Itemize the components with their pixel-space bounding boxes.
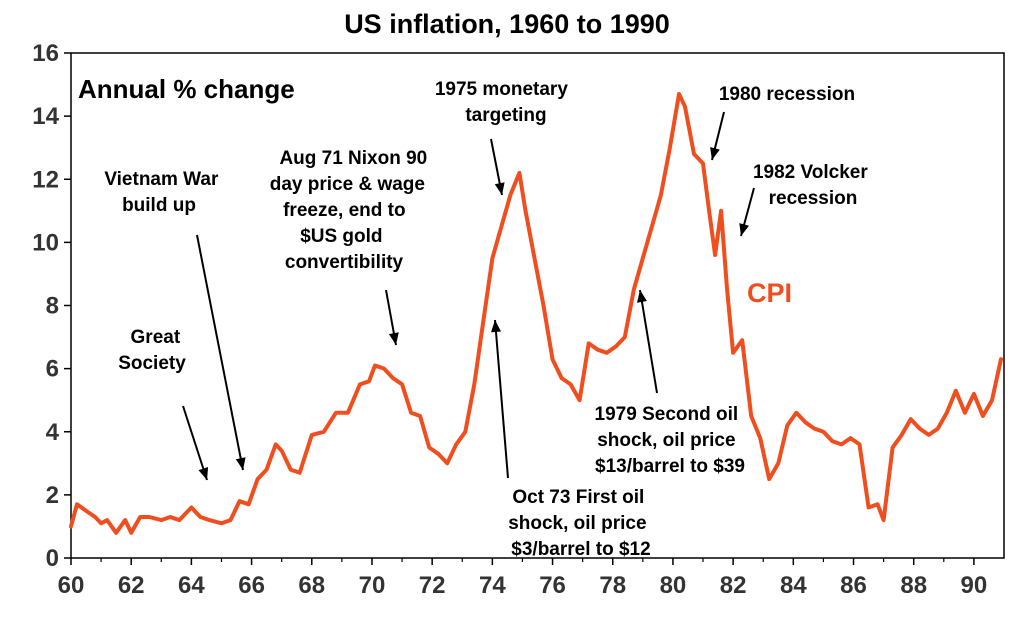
y-tick-label: 0 xyxy=(46,545,59,572)
x-tick-label: 66 xyxy=(238,572,265,599)
y-tick-label: 6 xyxy=(46,356,59,383)
arrowhead xyxy=(637,290,647,303)
x-tick-label: 62 xyxy=(118,572,145,599)
annotation-volcker-recession: 1982 Volcker recession xyxy=(753,162,873,209)
y-tick-label: 12 xyxy=(32,166,59,193)
arrowhead xyxy=(491,320,501,333)
annotation-first-oil-shock: Oct 73 First oil shock, oil price $3/bar… xyxy=(508,487,652,560)
chart-title: US inflation, 1960 to 1990 xyxy=(344,9,670,39)
x-tick-label: 82 xyxy=(720,572,747,599)
arrowhead xyxy=(710,147,720,160)
x-tick-label: 70 xyxy=(359,572,386,599)
arrowhead xyxy=(739,223,749,236)
arrow-vietnam-war xyxy=(196,234,244,471)
x-tick-label: 64 xyxy=(178,572,205,599)
x-tick-label: 88 xyxy=(900,572,927,599)
annotation-second-oil-shock: 1979 Second oil shock, oil price $13/bar… xyxy=(595,404,745,477)
plot-area xyxy=(70,52,1005,559)
x-tick-label: 72 xyxy=(419,572,446,599)
y-tick-label: 8 xyxy=(46,293,59,320)
annotation-arrows xyxy=(182,111,755,481)
series-label-cpi: CPI xyxy=(747,278,792,308)
arrow-first-oil-shock xyxy=(494,319,509,479)
annotation-monetary-targeting: 1975 monetary targeting xyxy=(435,79,573,126)
x-axis: 60 62 64 66 68 70 72 74 76 78 80 82 84 86 88 90 xyxy=(58,558,988,599)
x-tick-label: 78 xyxy=(599,572,626,599)
annotation-great-society: Great Society xyxy=(118,327,186,374)
x-tick-label: 84 xyxy=(780,572,807,599)
x-tick-label: 60 xyxy=(58,572,85,599)
x-tick-label: 76 xyxy=(539,572,566,599)
arrowhead xyxy=(235,457,246,470)
arrowhead xyxy=(388,332,399,345)
y-tick-label: 14 xyxy=(32,103,59,130)
arrowhead xyxy=(494,182,505,195)
chart-subtitle: Annual % change xyxy=(78,74,295,104)
y-tick-label: 10 xyxy=(32,229,59,256)
x-tick-label: 74 xyxy=(479,572,506,599)
series-line-cpi xyxy=(69,92,1003,535)
y-tick-label: 16 xyxy=(32,40,59,67)
annotation-vietnam-war: Vietnam War build up xyxy=(104,169,223,216)
x-tick-label: 80 xyxy=(660,572,687,599)
y-axis: 0 2 4 6 8 10 12 14 16 xyxy=(32,40,71,572)
annotation-nixon-freeze: Aug 71 Nixon 90 day price & wage freeze,… xyxy=(270,148,433,273)
y-tick-label: 4 xyxy=(46,419,60,446)
x-tick-label: 86 xyxy=(840,572,867,599)
x-tick-label: 90 xyxy=(961,572,988,599)
x-tick-label: 68 xyxy=(298,572,325,599)
annotations: Great Society Vietnam War build up Aug 7… xyxy=(104,79,873,560)
y-tick-label: 2 xyxy=(46,482,59,509)
annotation-1980-recession: 1980 recession xyxy=(719,84,855,105)
arrowhead xyxy=(198,467,209,480)
arrow-second-oil-shock xyxy=(639,289,658,394)
arrow-great-society xyxy=(182,405,208,481)
